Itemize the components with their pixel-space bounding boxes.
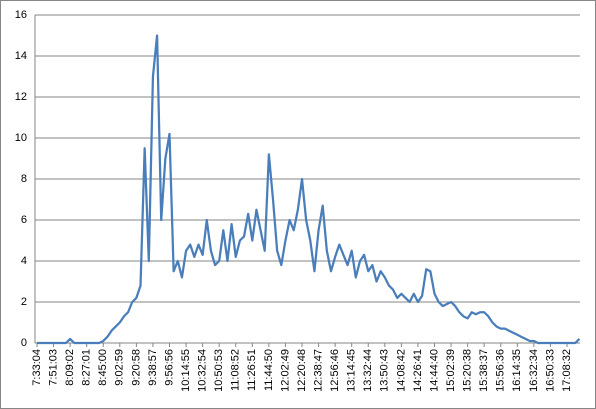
x-tick-label: 12:56:46 [329,349,341,392]
y-tick-label: 6 [21,214,27,226]
x-tick-label: 15:02:39 [445,349,457,392]
y-tick-label: 12 [15,91,27,103]
x-tick-label: 13:14:45 [346,349,358,392]
x-tick-label: 9:02:59 [114,349,126,386]
x-tick-label: 13:50:43 [379,349,391,392]
x-tick-label: 10:32:54 [197,349,209,392]
x-tick-label: 9:38:57 [147,349,159,386]
x-tick-label: 10:14:55 [180,349,192,392]
x-tick-label: 12:20:48 [296,349,308,392]
x-tick-label: 12:38:47 [312,349,324,392]
y-tick-label: 14 [15,50,27,62]
y-tick-label: 16 [15,9,27,21]
x-tick-label: 11:26:51 [246,349,258,391]
x-tick-label: 7:51:03 [47,349,59,386]
x-tick-label: 8:27:01 [81,349,93,386]
x-tick-label: 10:50:53 [213,349,225,392]
y-tick-label: 0 [21,337,27,349]
y-tick-label: 8 [21,173,27,185]
x-tick-label: 9:20:58 [130,349,142,386]
data-line [37,34,581,345]
y-tick-label: 4 [21,255,27,267]
x-tick-label: 11:08:52 [230,349,242,391]
x-tick-label: 15:38:37 [478,349,490,392]
y-tick-label: 10 [15,132,27,144]
x-tick-label: 12:02:49 [279,349,291,392]
x-tick-label: 8:09:02 [64,349,76,386]
x-tick-label: 16:32:34 [528,349,540,392]
x-tick-label: 13:32:44 [362,349,374,392]
x-tick-label: 16:14:35 [511,349,523,392]
x-tick-label: 14:26:41 [412,349,424,392]
x-tick-label: 11:44:50 [263,349,275,391]
x-tick-label: 9:56:56 [163,349,175,386]
x-tick-label: 14:08:42 [395,349,407,392]
x-tick-label: 17:08:32 [561,349,573,392]
y-tick-label: 2 [21,296,27,308]
x-tick-label: 15:20:38 [462,349,474,392]
x-tick-label: 16:50:33 [544,349,556,392]
x-tick-label: 7:33:04 [31,349,43,386]
x-tick-label: 8:45:00 [97,349,109,386]
x-tick-label: 14:44:40 [428,349,440,392]
x-tick-label: 15:56:36 [495,349,507,392]
